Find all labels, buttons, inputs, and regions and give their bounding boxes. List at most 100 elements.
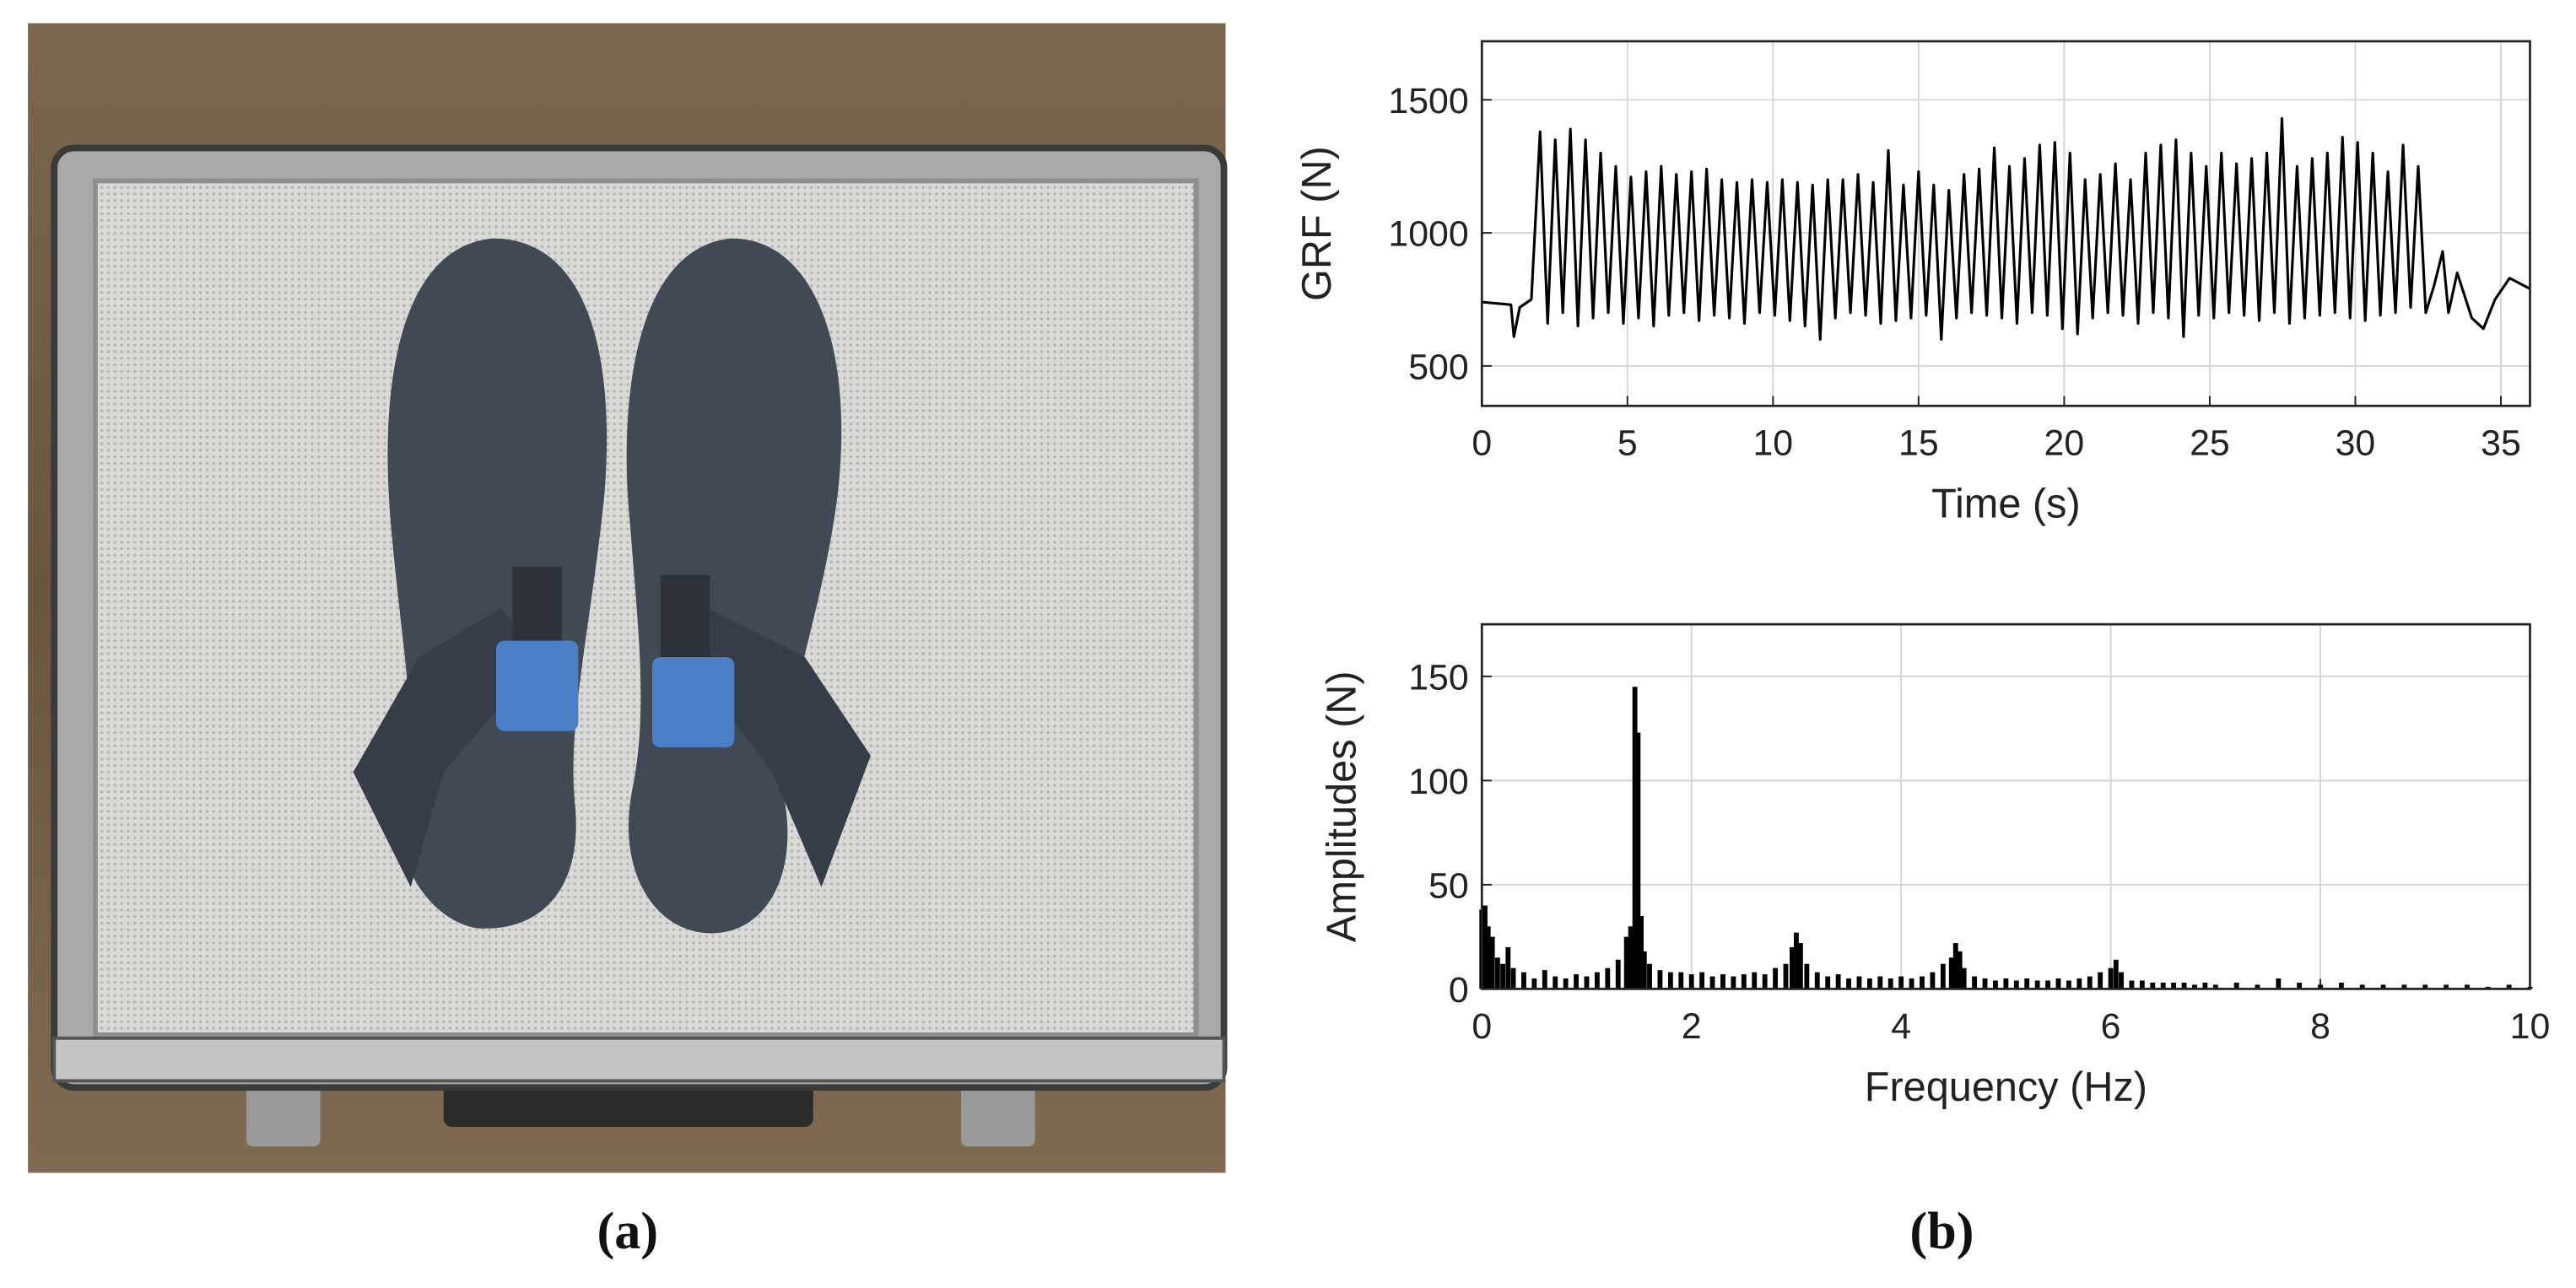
spectrum-bar [1500, 963, 1506, 989]
y-tick-label: 0 [1449, 970, 1469, 1010]
photo [28, 23, 1228, 1173]
spectrum-bar [1688, 974, 1694, 989]
sensor-clip [660, 574, 710, 658]
spectrum-bar [2113, 959, 2119, 989]
spectrum-bar [1814, 972, 1820, 989]
spectrum-bar [2359, 984, 2365, 989]
spectrum-bar [2087, 976, 2093, 989]
y-tick-label: 1500 [1388, 81, 1468, 121]
spectrum-bar [1797, 943, 1803, 989]
x-tick-label: 8 [2310, 1006, 2330, 1047]
spectrum-bar [2024, 978, 2030, 989]
x-tick-label: 15 [1898, 423, 1939, 464]
spectrum-bar [2202, 982, 2208, 989]
spectrum-bar [2192, 984, 2197, 989]
sensor-left [496, 640, 579, 731]
spectrum-bar [1993, 980, 1998, 989]
suitcase-rim [52, 1036, 1226, 1083]
grf-line [1482, 116, 2531, 341]
spectrum-bar [2422, 984, 2428, 989]
spectrum-bar [2338, 982, 2344, 989]
spectrum-bar [1510, 967, 1516, 989]
spectrum-bar [1482, 905, 1488, 989]
spectrum-bar [1615, 959, 1621, 989]
spectrum-bar [1948, 957, 1954, 989]
spectrum-bar [1825, 976, 1831, 989]
spectrum-bar [1909, 978, 1914, 989]
x-tick-label: 0 [1472, 423, 1492, 464]
spectrum-bar [1647, 963, 1652, 989]
spectrum-bar [1639, 915, 1644, 989]
spectrum-bar [2076, 978, 2082, 989]
y-axis-label: GRF (N) [1294, 146, 1340, 301]
spectrum-bar [1790, 946, 1795, 989]
spectrum-bar [1678, 972, 1684, 989]
spectrum-bar [1632, 687, 1638, 989]
y-tick-label: 1000 [1388, 214, 1468, 255]
y-tick-label: 100 [1408, 762, 1468, 802]
spectrum-bar [1720, 974, 1725, 989]
x-tick-label: 0 [1472, 1006, 1492, 1047]
spectrum-bar [2506, 984, 2512, 989]
spectrum-bar [2119, 972, 2124, 989]
insole-right [626, 238, 842, 934]
panel-label: (b) [1909, 1202, 1974, 1260]
strap-left [353, 607, 543, 887]
spectrum-bar [1731, 976, 1736, 989]
x-axis-label: Frequency (Hz) [1865, 1064, 2147, 1110]
panel-label: (a) [597, 1202, 658, 1260]
spectrum-bar [2318, 984, 2323, 989]
spectrum-bar [2171, 982, 2177, 989]
spectrum-bar [1930, 972, 1936, 989]
spectrum-bar [2297, 982, 2303, 989]
spectrum-bar [1699, 972, 1705, 989]
spectrum-bar [1709, 976, 1715, 989]
spectrum-bar [1741, 974, 1747, 989]
x-tick-label: 6 [2101, 1006, 2121, 1047]
spectrum-bar [1657, 970, 1663, 989]
spectrum-bar [2255, 984, 2260, 989]
spectrum-bar [2150, 982, 2156, 989]
spectrum-bar [1635, 732, 1641, 989]
x-tick-label: 20 [2044, 423, 2085, 464]
spectrum-bar [2129, 980, 2135, 989]
y-axis-label: Amplitudes (N) [1319, 671, 1364, 942]
handle [443, 1084, 813, 1127]
spectrum-bar [1804, 963, 1810, 989]
plot-area [1482, 624, 2530, 989]
spectrum-bar [1835, 974, 1841, 989]
spectrum-bar [1553, 976, 1558, 989]
spectrum-bar [2212, 984, 2218, 989]
spectrum-bar [1667, 972, 1673, 989]
strap-right [698, 607, 871, 887]
spectrum-bar [1952, 943, 1958, 989]
spectrum-bar [1752, 972, 1758, 989]
spectrum-bar [1584, 976, 1590, 989]
sensor-clip [512, 566, 562, 649]
spectrum-bar [1628, 926, 1634, 989]
spectrum-bar [1794, 932, 1799, 989]
spectrum-bar [2139, 980, 2145, 989]
spectrum-bar [2055, 978, 2061, 989]
spectrum-bar [1594, 972, 1600, 989]
spectrum-bar [2098, 972, 2103, 989]
spectrum-bar [1783, 963, 1789, 989]
spectrum-bar [2380, 984, 2386, 989]
spectrum-bar [1957, 951, 1963, 989]
spectrum-bar [1846, 978, 1851, 989]
y-tick-label: 150 [1408, 657, 1468, 698]
spectrum-bar [1494, 957, 1500, 989]
spectrum-bar [1623, 936, 1629, 989]
spectrum-bar [1505, 946, 1511, 989]
spectrum-bar [2465, 984, 2470, 989]
spectrum-bar [1485, 926, 1491, 989]
spectrum-bar [2045, 980, 2050, 989]
spectrum-bar [2276, 978, 2282, 989]
spectrum-bar [2003, 978, 2009, 989]
spectrum-bar [1856, 976, 1862, 989]
spectrum-bar [1877, 976, 1883, 989]
spectrum-bar [2066, 980, 2071, 989]
spectrum-bar [2160, 982, 2166, 989]
spectrum-bar [1762, 974, 1768, 989]
